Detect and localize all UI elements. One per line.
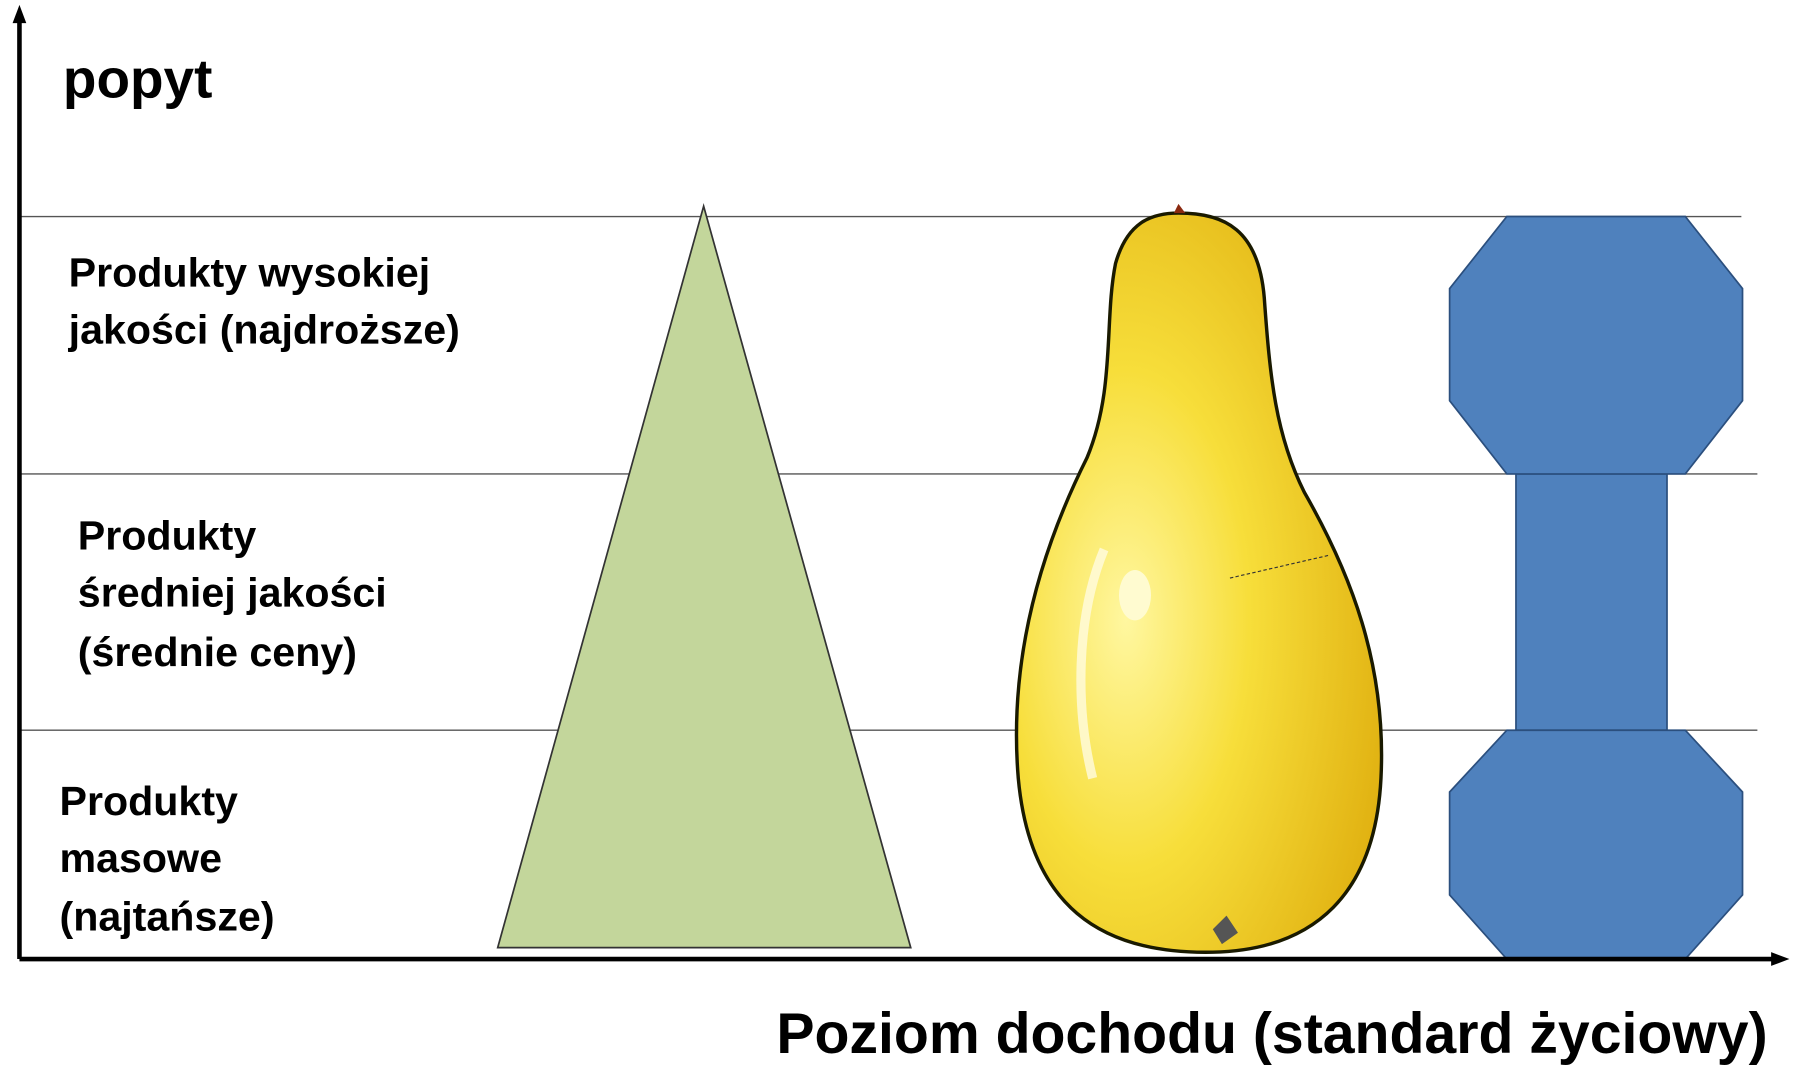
x-axis-label: Poziom dochodu (standard życiowy) bbox=[776, 1002, 1767, 1066]
row-label: Produkty bbox=[59, 778, 238, 824]
row-label: jakości (najdroższe) bbox=[68, 307, 460, 353]
pear bbox=[1016, 204, 1381, 952]
row-label: masowe bbox=[59, 835, 221, 881]
y-arrow bbox=[13, 5, 27, 23]
page: popyt Poziom dochodu (standard życiowy) … bbox=[0, 0, 1794, 1068]
pyramid bbox=[498, 206, 911, 947]
y-axis-label: popyt bbox=[63, 48, 212, 110]
diagram: popyt Poziom dochodu (standard życiowy) … bbox=[0, 0, 1794, 1068]
row-label: (średnie ceny) bbox=[78, 629, 357, 675]
row-label: Produkty wysokiej bbox=[69, 249, 431, 295]
dumbbell bbox=[1450, 217, 1743, 960]
x-arrow bbox=[1771, 952, 1789, 966]
row-label: Produkty bbox=[78, 512, 257, 558]
row-label: średniej jakości bbox=[78, 570, 387, 616]
row-label: (najtańsze) bbox=[59, 893, 274, 939]
